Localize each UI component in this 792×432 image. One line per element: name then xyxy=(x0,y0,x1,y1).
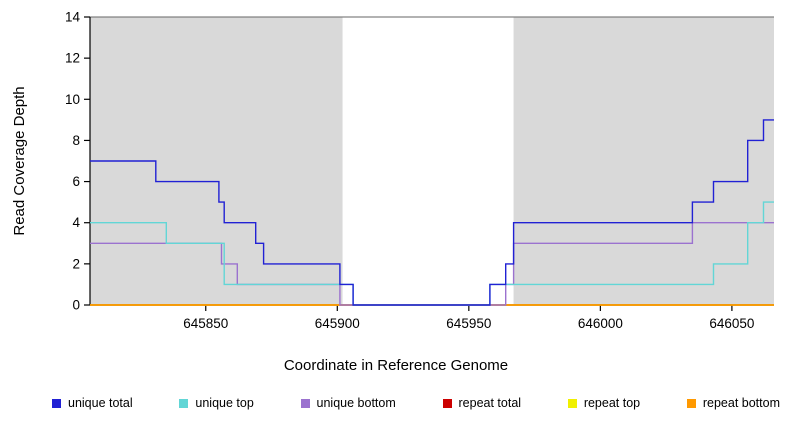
y-tick-label: 2 xyxy=(72,256,80,271)
legend-item-unique-total: unique total xyxy=(52,396,133,410)
y-tick-label: 6 xyxy=(72,174,80,189)
y-tick-label: 8 xyxy=(72,133,80,148)
y-tick-label: 14 xyxy=(65,10,81,25)
coverage-chart-canvas: 0 2 4 6 8 10 12 14 645850 645900 645950 646000 64605… xyxy=(11,10,774,331)
legend-swatch-icon xyxy=(442,398,452,408)
legend-label: repeat top xyxy=(583,396,641,410)
legend-swatch-icon xyxy=(300,398,310,408)
legend-swatch-icon xyxy=(567,398,577,408)
x-axis-label: Coordinate in Reference Genome xyxy=(283,357,509,374)
x-tick-label: 646000 xyxy=(578,316,623,331)
y-axis-label: Read Coverage Depth xyxy=(11,86,28,235)
y-tick-label: 4 xyxy=(72,215,80,230)
legend-swatch-icon xyxy=(179,398,189,408)
legend-item-repeat-total: repeat total xyxy=(442,396,522,410)
legend-label: unique bottom xyxy=(316,396,396,410)
y-tick-label: 12 xyxy=(65,51,80,66)
x-tick-label: 645850 xyxy=(183,316,228,331)
series-unique-total xyxy=(90,119,774,306)
x-tick-label: 646050 xyxy=(709,316,754,331)
y-tick-label: 10 xyxy=(65,92,80,107)
legend-item-unique-bottom: unique bottom xyxy=(300,396,396,410)
shaded-region xyxy=(513,17,774,305)
legend-swatch-icon xyxy=(686,398,696,408)
chart-legend: unique total unique top unique bottom repea… xyxy=(0,396,792,410)
legend-label: repeat total xyxy=(458,396,522,410)
legend-item-unique-top: unique top xyxy=(179,396,254,410)
legend-label: unique top xyxy=(195,396,254,410)
legend-label: repeat bottom xyxy=(702,396,780,410)
x-tick-label: 645900 xyxy=(315,316,360,331)
legend-item-repeat-top: repeat top xyxy=(567,396,641,410)
x-tick-label: 645950 xyxy=(446,316,491,331)
legend-label: unique total xyxy=(68,396,133,410)
legend-swatch-icon xyxy=(52,398,61,408)
legend-item-repeat-bottom: repeat bottom xyxy=(686,396,780,410)
y-tick-label: 0 xyxy=(72,298,80,313)
